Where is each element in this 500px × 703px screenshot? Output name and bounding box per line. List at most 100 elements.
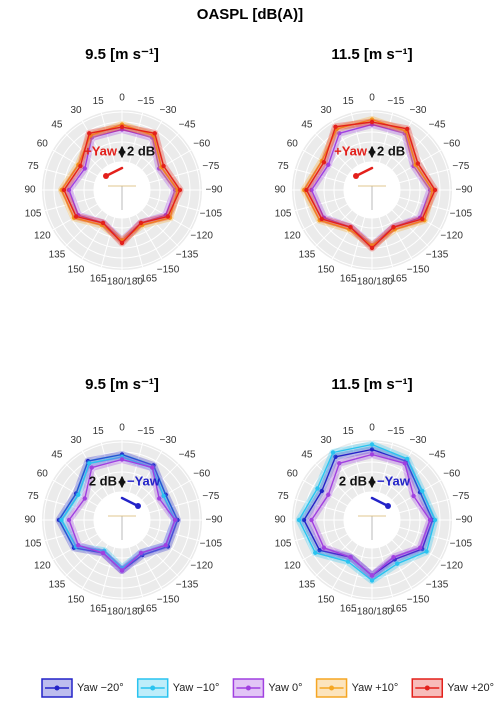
panel-title: 11.5 [m s⁻¹] bbox=[331, 376, 412, 393]
angle-tick-label: −180/180 bbox=[101, 607, 143, 618]
panel-title: 9.5 [m s⁻¹] bbox=[85, 376, 159, 393]
grid-spoke bbox=[294, 168, 346, 184]
angle-tick-label: 165 bbox=[90, 604, 107, 615]
grid-spoke bbox=[65, 209, 103, 247]
grid-spoke bbox=[128, 442, 144, 494]
series-point bbox=[345, 559, 351, 564]
legend-label: Yaw 0° bbox=[268, 682, 302, 694]
grid-spoke bbox=[148, 168, 200, 184]
angle-tick-label: −90 bbox=[456, 515, 473, 526]
legend-label: Yaw +20° bbox=[447, 682, 494, 694]
angle-tick-label: 150 bbox=[318, 594, 335, 605]
grid-spoke bbox=[44, 498, 96, 514]
grid-spoke bbox=[135, 120, 163, 167]
series-point bbox=[87, 461, 92, 466]
angle-tick-label: −180/180 bbox=[351, 277, 393, 288]
angle-tick-label: 90 bbox=[274, 185, 286, 196]
angle-tick-label: −15 bbox=[387, 96, 404, 107]
series-point bbox=[333, 124, 338, 129]
angle-tick-label: −60 bbox=[443, 469, 460, 480]
series-point bbox=[313, 550, 318, 555]
angle-tick-label: 30 bbox=[320, 435, 332, 446]
angle-tick-label: −45 bbox=[179, 120, 196, 131]
series-point bbox=[138, 220, 144, 226]
angle-tick-label: −45 bbox=[179, 450, 196, 461]
panel-title: 11.5 [m s⁻¹] bbox=[331, 46, 412, 63]
grid-spoke bbox=[315, 209, 353, 247]
angle-tick-label: 135 bbox=[49, 250, 66, 261]
grid-spoke bbox=[350, 546, 366, 598]
angle-tick-label: 0 bbox=[369, 93, 375, 104]
angle-tick-label: 90 bbox=[24, 185, 36, 196]
grid-spoke bbox=[331, 543, 359, 590]
angle-tick-label: 120 bbox=[34, 231, 51, 242]
series-point bbox=[420, 488, 425, 494]
scale-bar-label: 2 dB bbox=[127, 143, 155, 158]
series-point bbox=[395, 561, 400, 566]
angle-tick-label: 60 bbox=[37, 469, 49, 480]
angle-tick-label: −150 bbox=[407, 594, 430, 605]
angle-tick-label: −75 bbox=[202, 161, 219, 172]
legend-label: Yaw −20° bbox=[77, 682, 124, 694]
angle-tick-label: −15 bbox=[387, 426, 404, 437]
figure-title: OASPL [dB(A)] bbox=[197, 6, 303, 23]
series-point bbox=[321, 545, 327, 550]
grid-spoke bbox=[100, 216, 116, 268]
series-point bbox=[301, 517, 307, 523]
series-point bbox=[369, 442, 375, 447]
grid-spoke bbox=[145, 149, 192, 177]
grid-spoke bbox=[378, 546, 394, 598]
series-point bbox=[138, 550, 144, 556]
grid-spoke bbox=[128, 112, 144, 164]
grid-spoke bbox=[141, 209, 179, 247]
angle-tick-label: 30 bbox=[320, 105, 332, 116]
series-point bbox=[309, 187, 314, 193]
series-point bbox=[348, 555, 353, 560]
grid-spoke bbox=[65, 463, 103, 501]
legend-label: Yaw +10° bbox=[352, 682, 399, 694]
series-point bbox=[152, 131, 157, 136]
series-point bbox=[348, 225, 353, 230]
grid-spoke bbox=[398, 196, 450, 212]
angle-tick-label: 45 bbox=[301, 450, 313, 461]
angle-tick-label: 135 bbox=[49, 580, 66, 591]
grid-spoke bbox=[148, 526, 200, 542]
grid-spoke bbox=[350, 442, 366, 494]
angle-tick-label: −120 bbox=[190, 231, 213, 242]
series-point bbox=[309, 517, 314, 523]
angle-tick-label: 90 bbox=[24, 515, 36, 526]
series-point bbox=[82, 166, 87, 171]
angle-tick-label: 105 bbox=[275, 538, 292, 549]
angle-tick-label: 60 bbox=[37, 139, 49, 150]
angle-tick-label: 135 bbox=[299, 250, 316, 261]
series-point bbox=[78, 163, 83, 169]
series-point bbox=[73, 214, 79, 219]
yaw-label: +Yaw bbox=[84, 143, 118, 158]
angle-tick-label: −15 bbox=[137, 96, 154, 107]
angle-tick-label: −30 bbox=[160, 105, 177, 116]
series-point bbox=[317, 548, 322, 553]
angle-tick-label: −60 bbox=[443, 139, 460, 150]
angle-tick-label: −15 bbox=[137, 426, 154, 437]
angle-tick-label: −150 bbox=[157, 264, 180, 275]
grid-spoke bbox=[378, 112, 394, 164]
angle-tick-label: 0 bbox=[369, 423, 375, 434]
angle-tick-label: 120 bbox=[34, 561, 51, 572]
grid-spoke bbox=[128, 216, 144, 268]
series-point bbox=[119, 568, 125, 573]
angle-tick-label: 60 bbox=[287, 139, 299, 150]
series-point bbox=[369, 573, 375, 578]
yaw-label: −Yaw bbox=[377, 473, 411, 488]
angle-tick-label: −150 bbox=[407, 264, 430, 275]
series-point bbox=[100, 220, 106, 226]
series-point bbox=[369, 119, 375, 125]
angle-tick-label: −120 bbox=[440, 231, 463, 242]
angle-tick-label: −120 bbox=[440, 561, 463, 572]
series-point bbox=[59, 517, 64, 523]
angle-tick-label: 0 bbox=[119, 423, 125, 434]
angle-tick-label: −30 bbox=[410, 105, 427, 116]
angle-tick-label: 150 bbox=[318, 264, 335, 275]
series-point bbox=[411, 493, 416, 499]
series-point bbox=[76, 543, 81, 548]
grid-spoke bbox=[44, 168, 96, 184]
